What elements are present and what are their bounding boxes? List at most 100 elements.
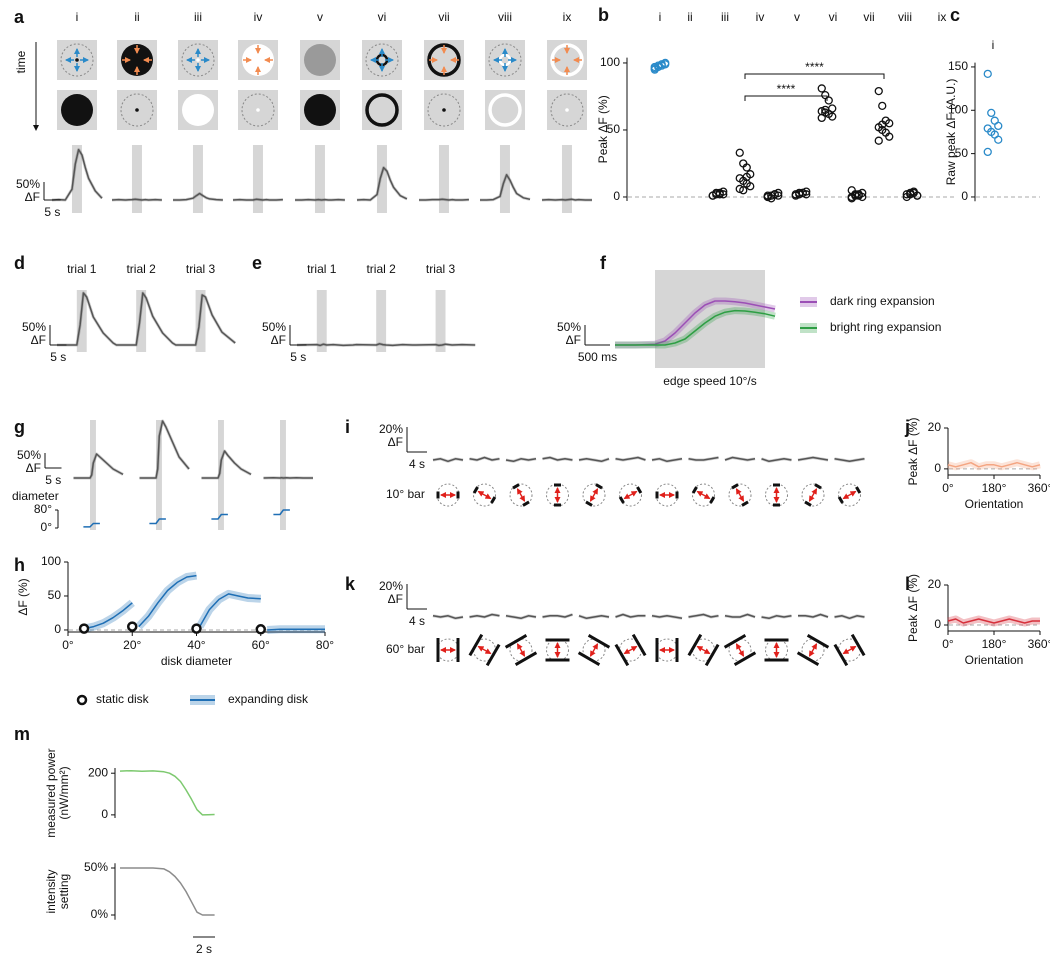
data-line <box>615 309 776 346</box>
y-axis-label: ΔF (%) <box>16 578 30 615</box>
diameter-step <box>211 513 228 520</box>
trial-label: trial 2 <box>366 262 396 276</box>
stimulus-icon <box>738 649 745 657</box>
data-point <box>828 112 837 121</box>
stimulus-icon <box>855 486 862 494</box>
data-line <box>267 628 325 631</box>
stimulus-span <box>195 290 206 352</box>
stimulus-icon <box>488 43 522 77</box>
stimulus-span <box>71 145 82 213</box>
diameter-step <box>83 522 100 528</box>
data-line <box>947 461 1041 468</box>
category-label: i <box>659 10 662 24</box>
stimulus-icon <box>801 483 825 507</box>
stimulus-icon <box>691 486 698 494</box>
y-tick-label: 0 <box>101 807 108 821</box>
stimulus-icon <box>514 651 538 666</box>
data-point <box>650 65 659 74</box>
trace <box>542 456 573 461</box>
y-axis-label: measured power <box>44 748 58 837</box>
data-point <box>874 136 883 145</box>
stimulus-icon <box>427 93 461 127</box>
trial-label: trial 1 <box>307 262 337 276</box>
data-line <box>199 593 261 627</box>
stimulus-icon <box>182 94 214 126</box>
trace <box>173 192 223 201</box>
stimulus-icon <box>842 648 850 655</box>
data-point <box>824 96 833 105</box>
stimulus-span <box>314 145 325 213</box>
data-point <box>885 132 894 141</box>
stimulus-icon <box>256 108 260 112</box>
stimulus-icon <box>811 643 818 651</box>
trace <box>480 174 531 201</box>
data-point <box>661 60 670 69</box>
panel-letter: d <box>14 253 25 273</box>
panel-letter: i <box>345 417 350 437</box>
column-label: ii <box>134 10 139 24</box>
stimulus-icon <box>741 500 749 507</box>
data-point <box>817 84 826 93</box>
stimulus-icon <box>738 494 745 502</box>
category-label: iii <box>721 10 729 24</box>
scale-label: 5 s <box>44 205 60 219</box>
x-axis-label: disk diameter <box>161 654 232 668</box>
trial-label: trial 3 <box>426 262 456 276</box>
stimulus-span <box>376 290 387 352</box>
stimulus-icon <box>808 494 815 502</box>
stimulus-span <box>376 145 387 213</box>
stimulus-icon <box>687 633 703 657</box>
scale-label: 50% <box>17 448 41 462</box>
x-axis-label: Orientation <box>965 653 1024 667</box>
scale-label: 5 s <box>45 473 61 487</box>
trace <box>724 613 756 618</box>
y-tick-label: 20 <box>928 577 942 591</box>
legend-label: bright ring expansion <box>830 320 941 334</box>
stimulus-icon <box>733 651 757 666</box>
scale-label: 4 s <box>409 457 425 471</box>
data-point <box>78 623 90 634</box>
legend-label: expanding disk <box>228 692 309 706</box>
stimulus-span <box>435 290 446 352</box>
stimulus-icon <box>120 93 154 127</box>
trace <box>432 458 464 463</box>
category-label: ix <box>938 10 947 24</box>
data-point <box>191 623 202 634</box>
stimulus-icon <box>696 645 704 652</box>
scale-label: 4 s <box>409 614 425 628</box>
column-label: iv <box>254 10 263 24</box>
stimulus-span <box>76 290 87 352</box>
data-line <box>119 769 215 816</box>
scale-label: 50% <box>557 320 581 334</box>
column-label: ix <box>563 10 572 24</box>
x-tick-label: 60° <box>252 638 270 652</box>
category-label: iv <box>756 10 765 24</box>
y-tick-label: 0 <box>613 189 620 203</box>
y-axis-label: setting <box>57 874 71 909</box>
stimulus-span <box>192 145 203 213</box>
stimulus-icon <box>304 44 336 76</box>
panel-letter: h <box>14 555 25 575</box>
trace <box>688 613 719 618</box>
stimulus-icon <box>850 633 866 657</box>
stimulus-icon <box>442 108 446 112</box>
y-tick-label: 50% <box>84 860 108 874</box>
scale-label: ΔF <box>271 333 286 347</box>
stimulus-icon <box>241 93 275 127</box>
stimulus-icon <box>735 643 742 651</box>
data-line <box>615 300 776 346</box>
stimulus-icon <box>509 483 533 507</box>
stimulus-icon <box>565 108 569 112</box>
y-tick-label: 0% <box>91 907 109 921</box>
trial-label: trial 1 <box>67 262 97 276</box>
column-label: iii <box>194 10 202 24</box>
scale-label: 50% <box>16 177 40 191</box>
y-axis-label: Raw peak ΔF (A.U.) <box>944 79 958 186</box>
stimulus-icon <box>472 486 479 494</box>
x-tick-label: 80° <box>316 638 334 652</box>
data-line-band <box>135 571 198 630</box>
stimulus-icon <box>196 58 200 62</box>
stimulus-icon <box>522 500 530 507</box>
y-tick-label: 200 <box>88 765 108 779</box>
